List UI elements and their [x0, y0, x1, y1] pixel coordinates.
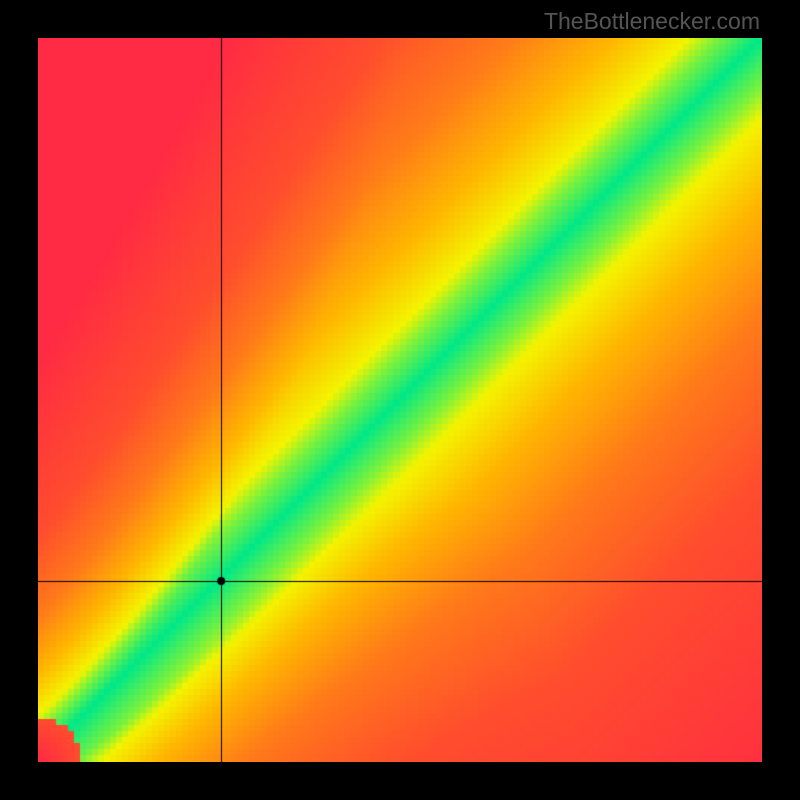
bottleneck-heatmap-canvas — [38, 38, 762, 762]
chart-container: TheBottlenecker.com — [0, 0, 800, 800]
watermark-text: TheBottlenecker.com — [544, 8, 760, 35]
